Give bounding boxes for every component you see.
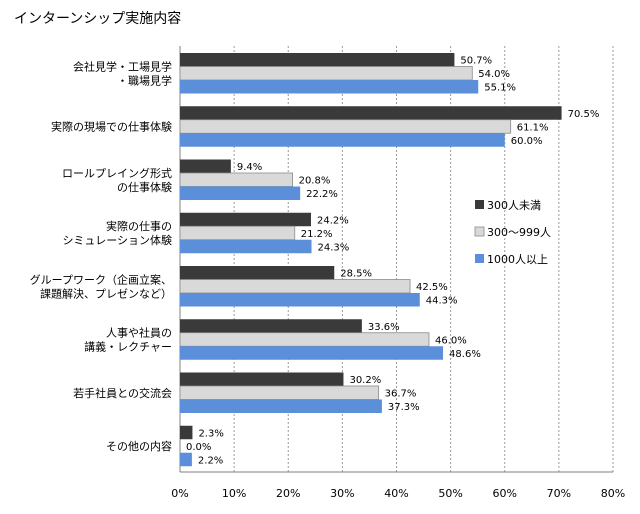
bar [180,266,335,280]
x-tick-label: 40% [384,487,408,500]
data-label: 50.7% [460,56,492,67]
data-label: 21.2% [301,229,333,240]
data-label: 33.6% [368,322,400,333]
bar [180,293,420,307]
x-tick-label: 70% [547,487,571,500]
x-tick-label: 0% [171,487,188,500]
category-label: の仕事体験 [117,180,172,194]
bar [180,425,193,440]
bar [179,172,293,187]
data-label: 0.0% [186,442,211,453]
data-label: 2.2% [198,455,223,466]
bar [180,53,455,67]
x-tick-label: 20% [276,487,300,500]
bar [180,159,231,173]
data-label: 2.3% [198,428,223,439]
legend-swatch [474,226,485,237]
data-label: 24.2% [317,215,349,226]
category-label: 若手社員との交流会 [73,386,172,400]
bar [180,186,301,200]
data-label: 60.0% [511,136,543,147]
x-tick-label: 30% [330,487,354,500]
legend-label: 1000人以上 [487,253,548,266]
bar [179,66,473,81]
x-tick-label: 10% [222,487,246,500]
data-label: 42.5% [416,282,448,293]
category-label: 会社見学・工場見学 [73,59,172,73]
data-label: 20.8% [299,176,331,187]
category-label: 講義・レクチャー [84,340,172,354]
x-tick-label: 50% [438,487,462,500]
bar [180,452,192,467]
bar [180,239,312,254]
bar [179,332,430,347]
category-label: 課題解決、プレゼンなど） [40,286,172,300]
x-tick-label: 60% [493,487,517,500]
data-label: 24.3% [318,242,350,253]
data-label: 9.4% [237,162,262,173]
bar [179,225,296,241]
chart-title: インターンシップ実施内容 [14,11,182,27]
legend-swatch [475,200,484,209]
bar [179,279,411,294]
bar [179,385,380,400]
category-label: グループワーク（企画立案、 [30,272,172,286]
data-label: 44.3% [426,296,458,307]
bar [180,372,344,386]
x-tick-label: 80% [601,487,625,500]
data-label: 37.3% [388,402,420,413]
legend-label: 300人未満 [487,199,541,212]
category-label: 実際の現場での仕事体験 [51,120,172,134]
data-label: 28.5% [340,269,372,280]
category-label: シミュレーション体験 [62,233,172,247]
bar [180,133,505,147]
bar [180,319,362,333]
data-label: 61.1% [517,122,549,133]
data-label: 22.2% [306,189,338,200]
data-label: 30.2% [349,375,381,386]
data-label: 48.6% [449,349,481,360]
data-label: 70.5% [568,109,600,120]
data-label: 54.0% [478,69,510,80]
data-label: 55.1% [484,83,516,94]
category-label: その他の内容 [106,439,172,453]
bar [179,119,512,134]
bar [180,399,382,413]
category-label: 人事や社員の [106,326,172,340]
data-label: 46.0% [435,335,467,346]
category-label: 実際の仕事の [106,219,172,233]
category-label: ロールプレイング形式 [62,166,172,180]
legend-swatch [475,254,484,263]
legend-label: 300～999人 [487,226,551,239]
bar [180,80,479,94]
category-label: ・職場見学 [117,73,172,87]
bar [180,106,562,120]
data-label: 36.7% [385,389,417,400]
bar [180,346,444,360]
bar [180,212,311,227]
